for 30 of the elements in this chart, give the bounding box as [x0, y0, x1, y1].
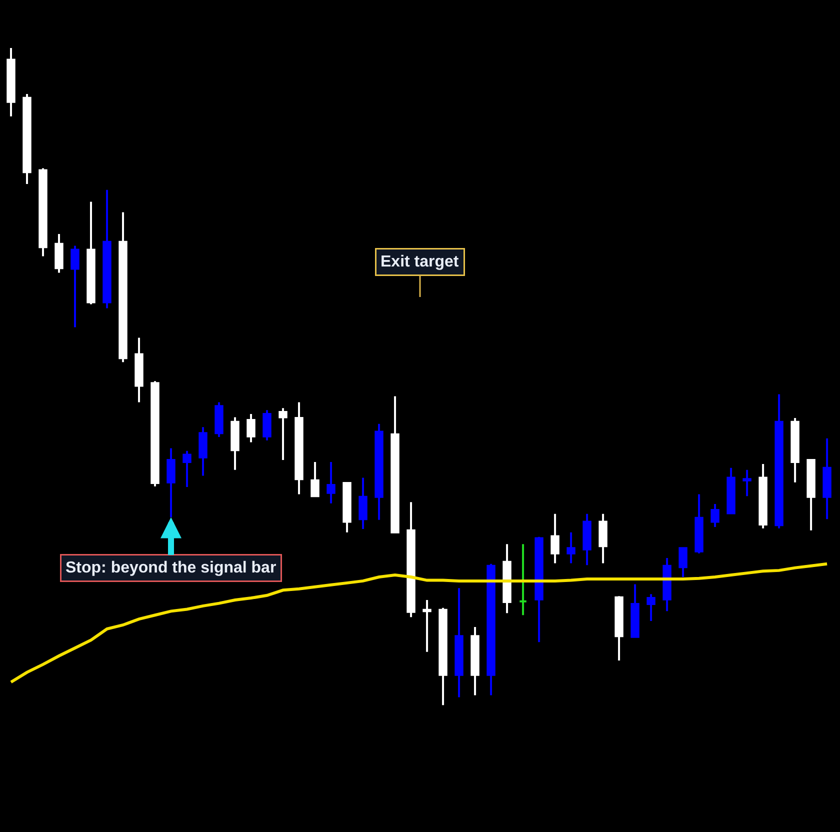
candlestick: [486, 562, 496, 696]
candlestick: [422, 599, 432, 653]
candlestick: [678, 546, 688, 578]
candlestick: [662, 556, 672, 612]
candlestick: [598, 512, 608, 564]
candlestick: [550, 512, 560, 564]
candlestick: [502, 543, 512, 614]
candlestick: [646, 593, 656, 622]
candlestick: [6, 46, 16, 118]
candlestick: [22, 92, 32, 186]
candlestick: [694, 493, 704, 554]
candlestick: [438, 606, 448, 706]
candlestick: [630, 583, 640, 638]
candlestick: [454, 587, 464, 698]
candlestick: [566, 531, 576, 564]
candlestick: [534, 536, 544, 644]
candlestick: [790, 416, 800, 484]
candlestick: [614, 595, 624, 662]
candlestick: [806, 459, 816, 532]
candlestick: [470, 626, 480, 696]
candlestick: [38, 167, 48, 258]
candlestick: [518, 543, 528, 616]
candlestick: [726, 466, 736, 515]
candlestick: [54, 232, 64, 274]
candlestick: [822, 437, 832, 520]
candlestick: [710, 503, 720, 528]
candlestick: [582, 512, 592, 566]
candlestick: [774, 393, 784, 530]
candlestick: [758, 462, 768, 530]
candlestick: [742, 468, 752, 498]
